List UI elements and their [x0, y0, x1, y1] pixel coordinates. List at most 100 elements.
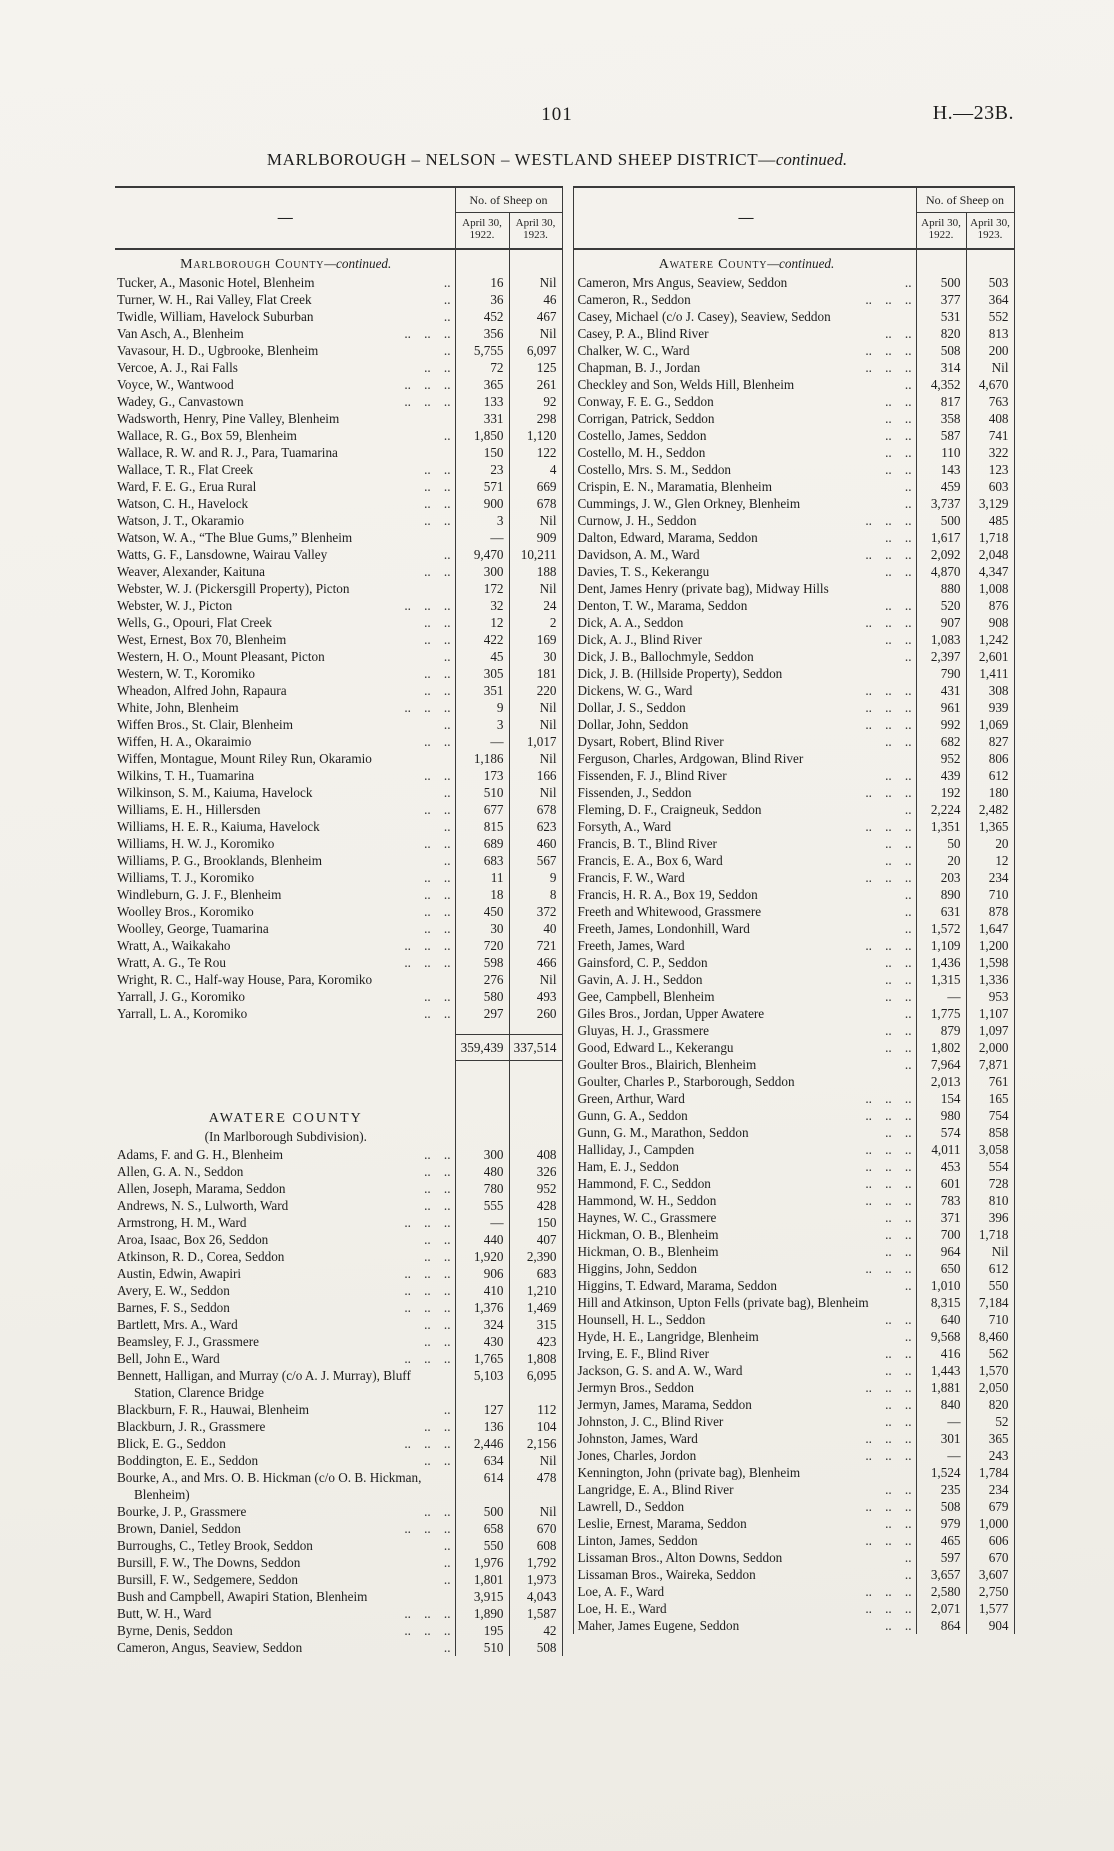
table-row: Tucker, A., Masonic Hotel, Blenheim.. 16 N… — [115, 273, 563, 291]
sheep-count-1923: 1,107 — [965, 1004, 1015, 1022]
sheep-count-1922: 574 — [915, 1123, 966, 1141]
owner-name: Blackburn, F. R., Hauwai, Blenheim — [117, 1401, 309, 1417]
table-row: Wiffen, H. A., Okaraimio .. .. —1,017 — [115, 732, 563, 750]
dot-leader: .. .. — [424, 767, 451, 783]
owner-entry: Crispin, E. N., Maramatia, Blenheim.. — [572, 477, 916, 495]
owner-entry: Woolley, George, Tuamarina .. .. — [115, 920, 455, 937]
table-row: Voyce, W., Wantwood .. .. .. 365 261 — [115, 375, 563, 393]
sheep-count-1922: 235 — [915, 1480, 966, 1498]
dot-leader: .. .. .. — [865, 784, 912, 800]
owner-name: Kennington, John (private bag), Blenheim — [577, 1464, 801, 1480]
owner-entry: Wratt, A., Waikakaho .. .. .. — [115, 937, 455, 954]
sheep-count-1923: 1,718 — [965, 528, 1015, 546]
sheep-count-1923: 6,097 — [508, 341, 563, 359]
owner-entry: Vercoe, A. J., Rai Falls .. .. — [115, 359, 455, 376]
table-row: Wilkins, T. H., Tuamarina .. .. 173 166 — [115, 766, 563, 784]
owner-entry: Loe, A. F., Ward .. .. .. — [572, 1582, 916, 1600]
spacer-row — [115, 1021, 563, 1034]
sheep-count-1923: 2 — [508, 613, 563, 631]
owner-name: Webster, W. J., Picton — [117, 597, 233, 613]
sheep-count-1923: 763 — [965, 392, 1015, 410]
dot-leader: .. .. .. — [404, 1350, 451, 1366]
sheep-count-1923: 1,718 — [965, 1225, 1015, 1243]
dot-leader: .. .. .. — [404, 376, 451, 392]
table-row: Chapman, B. J., Jordan .. .. .. 314 Nil — [572, 358, 1015, 376]
dot-leader: .. .. .. — [404, 937, 451, 953]
table-row: Twidle, William, Havelock Suburban.. 452 4… — [115, 307, 563, 325]
owner-entry: Davies, T. S., Kekerangu .. .. — [572, 562, 916, 580]
sheep-count-1923: 806 — [965, 749, 1015, 767]
sheep-count-1923: 1,336 — [965, 970, 1015, 988]
owner-name: Hyde, H. E., Langridge, Blenheim — [577, 1328, 759, 1344]
owner-entry: Lissaman Bros., Alton Downs, Seddon.. — [572, 1548, 916, 1566]
sheep-count-1923: 30 — [508, 647, 563, 665]
total-row: 359,439 337,514 — [115, 1033, 563, 1061]
sheep-count-1922: 508 — [915, 1497, 966, 1515]
dot-leader: .. — [904, 1005, 912, 1021]
table-row: Beamsley, F. J., Grassmere .. .. 430 423 — [115, 1332, 563, 1350]
table-row: Gunn, G. A., Seddon .. .. .. 980 754 — [572, 1106, 1015, 1124]
owner-name: Wadey, G., Canvastown — [117, 393, 244, 409]
owner-name: Woolley Bros., Koromiko — [117, 903, 254, 919]
sheep-count-1922: 900 — [454, 494, 509, 512]
owner-name: Bartlett, Mrs. A., Ward — [117, 1316, 238, 1332]
owner-entry: Hickman, O. B., Blenheim .. .. — [572, 1225, 916, 1243]
dot-leader: .. .. .. — [865, 869, 912, 885]
owner-entry: Byrne, Denis, Seddon .. .. .. — [115, 1622, 455, 1639]
sheep-count-1923: 260 — [508, 1004, 563, 1022]
table-row: Watson, C. H., Havelock .. .. 900 678 — [115, 494, 563, 512]
table-row: West, Ernest, Box 70, Blenheim .. .. 422 16… — [115, 630, 563, 648]
table-row: Francis, E. A., Box 6, Ward .. .. 20 12 — [572, 851, 1015, 869]
owner-entry: Wilkins, T. H., Tuamarina .. .. — [115, 767, 455, 784]
dot-leader: .. .. .. — [404, 325, 451, 341]
sheep-count-1923: 92 — [508, 392, 563, 410]
sheep-count-1923: 165 — [965, 1089, 1015, 1107]
dot-leader: .. .. .. — [865, 359, 912, 375]
owner-name: Beamsley, F. J., Grassmere — [117, 1333, 260, 1349]
owner-entry: Freeth and Whitewood, Grassmere.. — [572, 902, 916, 920]
sheep-count-1922: 301 — [915, 1429, 966, 1447]
sheep-count-1923: 166 — [508, 766, 563, 784]
sheep-count-1923: 315 — [508, 1315, 563, 1333]
sheep-count-1923: 2,156 — [508, 1434, 563, 1452]
dot-leader: .. .. — [424, 1316, 451, 1332]
owner-name: Chalker, W. C., Ward — [577, 342, 690, 358]
owner-entry: White, John, Blenheim .. .. .. — [115, 699, 455, 716]
owner-entry: Gunn, G. M., Marathon, Seddon .. .. — [572, 1123, 916, 1141]
dot-leader: .. .. .. — [865, 1447, 912, 1463]
sheep-count-1922: 3,915 — [454, 1587, 509, 1605]
owner-entry: Irving, E. F., Blind River .. .. — [572, 1344, 916, 1362]
owner-entry: Wratt, A. G., Te Rou .. .. .. — [115, 954, 455, 971]
sheep-count-1923: 8 — [508, 885, 563, 903]
dot-leader: .. .. — [424, 801, 451, 817]
dot-leader: .. .. — [885, 1039, 912, 1055]
sheep-count-1922: 598 — [454, 953, 509, 971]
dot-leader: .. .. — [424, 512, 451, 528]
table-row: Hill and Atkinson, Upton Fells (private … — [572, 1293, 1015, 1311]
table-row: Williams, E. H., Hillersden .. .. 677 678 — [115, 800, 563, 818]
owner-entry: Vavasour, H. D., Ugbrooke, Blenheim.. — [115, 342, 455, 359]
owner-entry: Langridge, E. A., Blind River .. .. — [572, 1480, 916, 1498]
owner-entry: Corrigan, Patrick, Seddon .. .. — [572, 409, 916, 427]
dot-leader: .. .. — [885, 1481, 912, 1497]
sheep-count-1923: 1,097 — [965, 1021, 1015, 1039]
sheep-count-1922: 906 — [454, 1264, 509, 1282]
owner-entry: Williams, H. E. R., Kaiuma, Havelock.. — [115, 818, 455, 835]
sheep-count-1923: 1,784 — [965, 1463, 1015, 1481]
table-row: Linton, James, Seddon .. .. .. 465 606 — [572, 1531, 1015, 1549]
sheep-count-1922: 510 — [454, 783, 509, 801]
owner-entry: Aroa, Isaac, Box 26, Seddon .. .. — [115, 1231, 455, 1248]
owner-entry: Gee, Campbell, Blenheim .. .. — [572, 987, 916, 1005]
sheep-count-1922: 377 — [915, 290, 966, 308]
sheep-count-1923: 46 — [508, 290, 563, 308]
section-heading-continued: —continued. — [324, 255, 392, 271]
table-row: Casey, Michael (c/o J. Casey), Seaview, … — [572, 307, 1015, 325]
owner-entry: Andrews, N. S., Lulworth, Ward .. .. — [115, 1197, 455, 1214]
owner-entry: Jones, Charles, Jordon .. .. .. — [572, 1446, 916, 1464]
table-row: Webster, W. J. (Pickersgill Property), P… — [115, 579, 563, 597]
owner-name: Woolley, George, Tuamarina — [117, 920, 269, 936]
sheep-count-1923: 104 — [508, 1417, 563, 1435]
table-row: Wells, G., Opouri, Flat Creek .. .. 12 2 — [115, 613, 563, 631]
owner-name: Wheadon, Alfred John, Rapaura — [117, 682, 287, 698]
table-row: Conway, F. E. G., Seddon .. .. 817 763 — [572, 392, 1015, 410]
